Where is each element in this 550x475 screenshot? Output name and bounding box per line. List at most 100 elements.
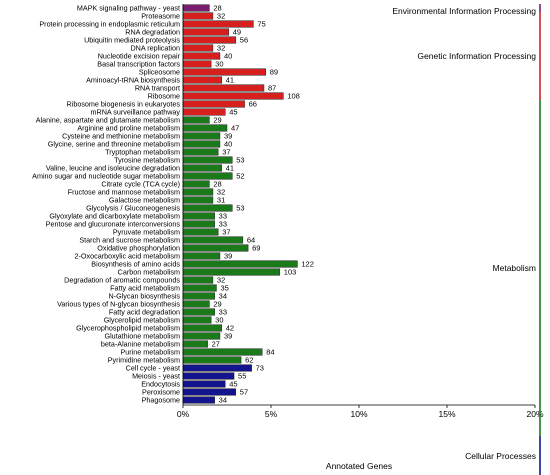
- bar-27: [182, 220, 215, 228]
- bar-23: [182, 188, 214, 196]
- bar-16: [182, 132, 221, 140]
- value-label-44: 62: [245, 356, 253, 365]
- bar-18: [182, 148, 219, 156]
- category-label-19: Tyrosine metabolism: [114, 156, 180, 165]
- value-label-45: 73: [256, 364, 264, 373]
- value-label-0: 28: [213, 4, 221, 13]
- x-tick-label-0: 0%: [177, 409, 190, 419]
- bar-28: [182, 228, 219, 236]
- value-label-28: 37: [222, 228, 230, 237]
- value-label-9: 41: [226, 76, 234, 85]
- category-label-33: Carbon metabolism: [118, 268, 180, 277]
- value-label-7: 30: [215, 60, 223, 69]
- bar-35: [182, 284, 217, 292]
- bar-36: [182, 292, 215, 300]
- category-label-0: MAPK signaling pathway - yeast: [77, 4, 180, 13]
- category-label-35: Fatty acid metabolism: [110, 284, 180, 293]
- value-label-18: 37: [222, 148, 230, 157]
- category-label-30: Oxidative phosphorylation: [97, 244, 180, 253]
- bar-10: [182, 84, 265, 92]
- value-label-43: 84: [266, 348, 274, 357]
- category-label-45: Cell cycle - yeast: [126, 364, 180, 373]
- x-tick-label-4: 20%: [526, 409, 543, 419]
- bar-1: [182, 12, 214, 20]
- bar-3: [182, 28, 230, 36]
- value-label-6: 40: [224, 52, 232, 61]
- bar-7: [182, 60, 212, 68]
- bar-12: [182, 100, 245, 108]
- value-label-38: 33: [219, 308, 227, 317]
- bar-4: [182, 36, 237, 44]
- category-label-6: Nucleotide excision repair: [98, 52, 181, 61]
- value-label-26: 33: [219, 212, 227, 221]
- group-label-3: Cellular Processes: [465, 451, 536, 461]
- value-label-10: 87: [268, 84, 276, 93]
- bar-34: [182, 276, 214, 284]
- category-label-9: Aminoacyl-tRNA biosynthesis: [86, 76, 180, 85]
- bar-31: [182, 252, 221, 260]
- x-tick-label-2: 10%: [350, 409, 367, 419]
- value-label-13: 45: [229, 108, 237, 117]
- group-label-2: Metabolism: [493, 263, 536, 273]
- category-label-46: Meiosis - yeast: [132, 372, 180, 381]
- bar-17: [182, 140, 221, 148]
- category-label-41: Glutathione metabolism: [104, 332, 180, 341]
- category-label-1: Proteasome: [141, 12, 180, 21]
- category-label-11: Ribosome: [148, 92, 180, 101]
- category-label-15: Arginine and proline metabolism: [77, 124, 180, 133]
- bar-8: [182, 68, 266, 76]
- bars-layer: [182, 4, 298, 404]
- bar-22: [182, 180, 210, 188]
- bar-21: [182, 172, 233, 180]
- category-label-16: Cysteine and methionine metabolism: [62, 132, 180, 141]
- value-label-48: 57: [240, 388, 248, 397]
- value-label-42: 27: [212, 340, 220, 349]
- category-label-44: Pyrimidine metabolism: [108, 356, 180, 365]
- value-label-41: 39: [224, 332, 232, 341]
- x-tick-label-1: 5%: [265, 409, 278, 419]
- bar-19: [182, 156, 233, 164]
- category-label-32: Biosynthesis of amino acids: [91, 260, 180, 269]
- value-label-39: 30: [215, 316, 223, 325]
- category-label-31: 2-Oxocarboxylic acid metabolism: [75, 252, 180, 261]
- category-label-26: Glyoxylate and dicarboxylate metabolism: [49, 212, 180, 221]
- x-axis-title: Annotated Genes: [326, 461, 392, 471]
- bar-13: [182, 108, 226, 116]
- value-label-25: 53: [236, 204, 244, 213]
- bar-42: [182, 340, 208, 348]
- category-label-17: Glycine, serine and threonine metabolism: [48, 140, 180, 149]
- x-axis: 0% 5% 10% 15% 20%: [177, 4, 544, 419]
- category-label-7: Basal transcription factors: [97, 60, 180, 69]
- value-label-47: 45: [229, 380, 237, 389]
- category-label-2: Protein processing in endoplasmic reticu…: [39, 20, 180, 29]
- bar-44: [182, 356, 242, 364]
- bar-24: [182, 196, 214, 204]
- bar-20: [182, 164, 222, 172]
- value-label-19: 53: [236, 156, 244, 165]
- category-labels-layer: MAPK signaling pathway - yeastProteasome…: [32, 4, 180, 405]
- value-label-14: 29: [213, 116, 221, 125]
- value-label-22: 28: [213, 180, 221, 189]
- bar-2: [182, 20, 254, 28]
- value-label-17: 40: [224, 140, 232, 149]
- category-label-23: Fructose and mannose metabolism: [68, 188, 180, 197]
- category-label-18: Tryptophan metabolism: [105, 148, 180, 157]
- value-label-35: 35: [220, 284, 228, 293]
- value-label-1: 32: [217, 12, 225, 21]
- bar-40: [182, 324, 222, 332]
- category-label-43: Purine metabolism: [120, 348, 180, 357]
- bar-47: [182, 380, 226, 388]
- category-label-28: Pyruvate metabolism: [113, 228, 180, 237]
- value-label-5: 32: [217, 44, 225, 53]
- value-label-2: 75: [257, 20, 265, 29]
- bar-26: [182, 212, 215, 220]
- category-label-40: Glycerophospholipid metabolism: [76, 324, 180, 333]
- value-label-8: 89: [270, 68, 278, 77]
- bar-30: [182, 244, 249, 252]
- value-label-20: 41: [226, 164, 234, 173]
- category-label-39: Glycerolipid metabolism: [104, 316, 180, 325]
- category-label-4: Ubiquitin mediated proteolysis: [84, 36, 180, 45]
- category-label-25: Glycolysis / Gluconeogenesis: [86, 204, 180, 213]
- category-label-29: Starch and sucrose metabolism: [79, 236, 180, 245]
